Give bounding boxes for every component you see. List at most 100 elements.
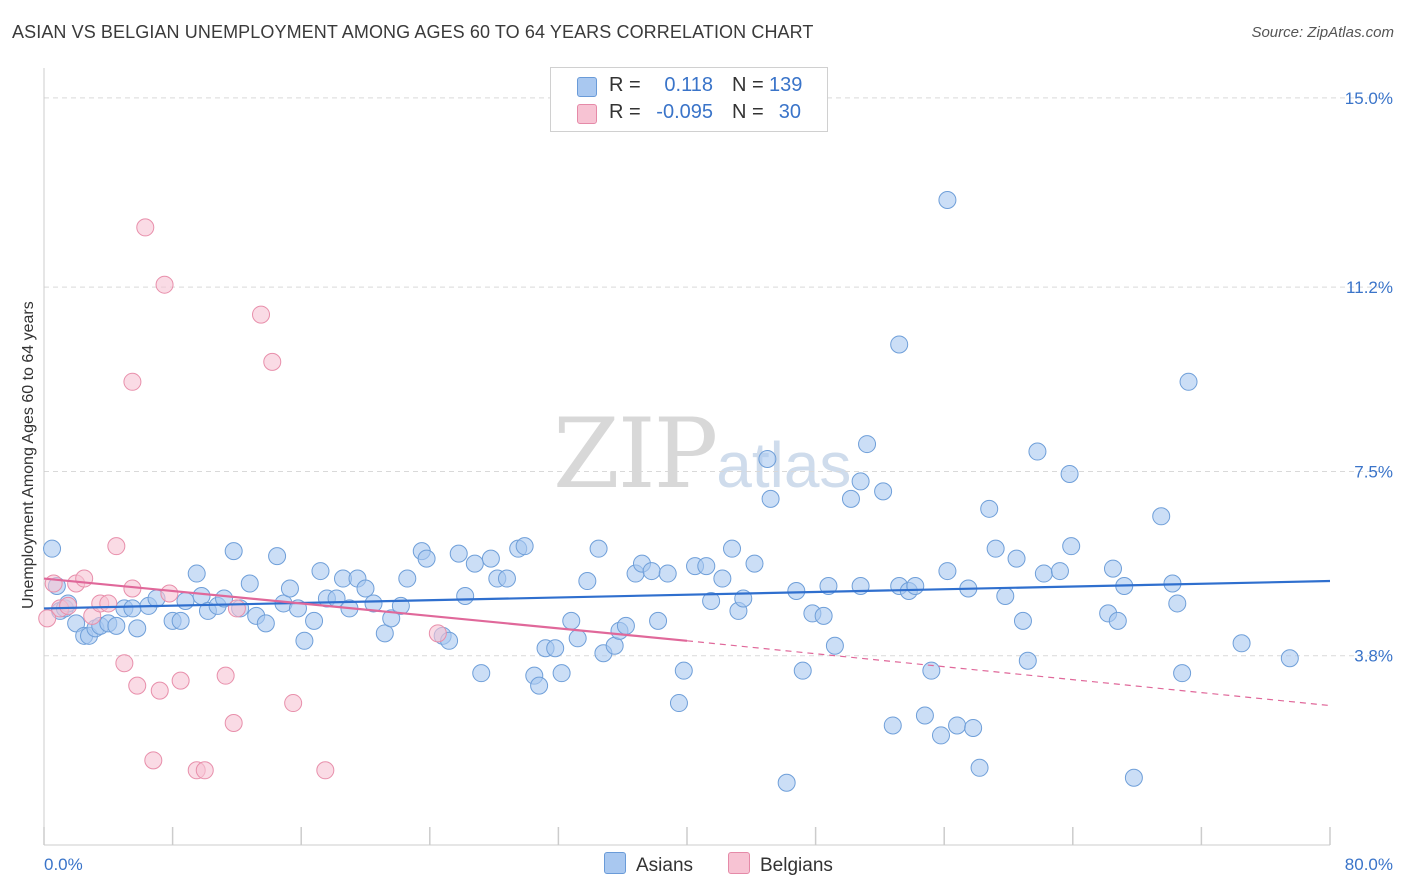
belgian-point (428, 624, 447, 643)
legend-item-asians[interactable]: Asians (604, 852, 693, 877)
legend-n-label: N = (732, 101, 764, 123)
legend-r-value: -0.095 (656, 101, 713, 123)
y-tick-label: 3.8% (1354, 647, 1393, 666)
watermark-atlas: atlas (716, 429, 852, 501)
asian-point (224, 542, 243, 561)
legend-item-belgians[interactable]: Belgians (728, 852, 833, 877)
legend-swatch-asians (604, 852, 626, 874)
belgian-point (59, 596, 78, 615)
asian-point (996, 586, 1015, 605)
asian-point (295, 631, 314, 650)
asian-point (858, 435, 877, 454)
asian-point (616, 616, 635, 635)
asian-point (702, 591, 721, 610)
asian-point (578, 572, 597, 591)
belgian-point (227, 599, 246, 618)
asian-point (1050, 562, 1069, 581)
asian-point (1232, 634, 1251, 653)
asian-point (1007, 549, 1026, 568)
legend-n-value: 30 (778, 101, 801, 123)
asian-point (787, 581, 806, 600)
belgian-point (224, 713, 243, 732)
belgian-point (195, 761, 214, 780)
asian-point (793, 661, 812, 680)
asian-point (1173, 664, 1192, 683)
x-tick-label: 0.0% (44, 855, 83, 874)
asian-point (568, 629, 587, 648)
asian-point (874, 482, 893, 501)
belgian-point (38, 609, 57, 628)
asian-point (890, 335, 909, 354)
asian-point (417, 549, 436, 568)
asian-point (1013, 611, 1032, 630)
asian-point (1028, 442, 1047, 461)
asian-point (123, 599, 142, 618)
asian-point (215, 589, 234, 608)
asian-point (931, 726, 950, 745)
asian-point (758, 450, 777, 469)
belgian-point (171, 671, 190, 690)
legend-series: Asians Belgians (0, 852, 1406, 878)
asian-point (382, 609, 401, 628)
asian-point (906, 577, 925, 596)
asian-point (465, 554, 484, 573)
asian-point (649, 611, 668, 630)
asian-point (481, 549, 500, 568)
belgian-point (44, 574, 63, 593)
belgian-point (75, 569, 94, 588)
asian-point (256, 614, 275, 633)
chart-title: ASIAN VS BELGIAN UNEMPLOYMENT AMONG AGES… (12, 22, 814, 42)
asian-point (922, 661, 941, 680)
belgian-point (136, 218, 155, 237)
asian-point (280, 579, 299, 598)
asian-point (187, 564, 206, 583)
x-tick-label: 80.0% (1345, 855, 1393, 874)
asian-point (814, 606, 833, 625)
asian-point (948, 716, 967, 735)
legend-row-belgians: R = -0.095 N = 30 (551, 99, 827, 127)
y-tick-label: 15.0% (1345, 89, 1393, 108)
belgian-point (144, 751, 163, 770)
asian-point (1034, 564, 1053, 583)
asian-point (980, 499, 999, 518)
asian-point (745, 554, 764, 573)
asian-point (938, 562, 957, 581)
legend-label-asians: Asians (636, 855, 694, 876)
asian-point (562, 611, 581, 630)
asian-point (970, 758, 989, 777)
belgian-point (160, 584, 179, 603)
asian-point (825, 636, 844, 655)
belgian-point (128, 676, 147, 695)
asian-point (398, 569, 417, 588)
asian-point (589, 539, 608, 558)
legend-r-value: 0.118 (664, 74, 713, 96)
legend-row-asians: R = 0.118 N = 139 (551, 72, 827, 100)
legend-n-value: 139 (769, 74, 803, 96)
belgian-trend-line-dashed (686, 640, 1331, 707)
asian-point (986, 539, 1005, 558)
asian-point (1103, 559, 1122, 578)
asian-point (658, 564, 677, 583)
asian-point (128, 619, 147, 638)
asian-point (1168, 594, 1187, 613)
y-tick-label: 7.5% (1354, 462, 1393, 481)
asian-point (192, 586, 211, 605)
asian-point (43, 539, 62, 558)
belgian-point (284, 694, 303, 713)
asian-point (356, 579, 375, 598)
asian-point (713, 569, 732, 588)
legend-swatch-belgians (728, 852, 750, 874)
asian-point (1280, 649, 1299, 668)
belgian-point (99, 594, 118, 613)
belgian-point (216, 666, 235, 685)
asian-point (456, 586, 475, 605)
belgian-point (263, 352, 282, 371)
legend-r-label: R = (609, 101, 641, 123)
asian-point (964, 718, 983, 737)
y-axis-label: Unemployment Among Ages 60 to 64 years (20, 301, 37, 609)
belgian-point (107, 537, 126, 556)
asian-point (938, 191, 957, 210)
asian-point (642, 562, 661, 581)
asian-point (605, 636, 624, 655)
asian-point (1124, 768, 1143, 787)
